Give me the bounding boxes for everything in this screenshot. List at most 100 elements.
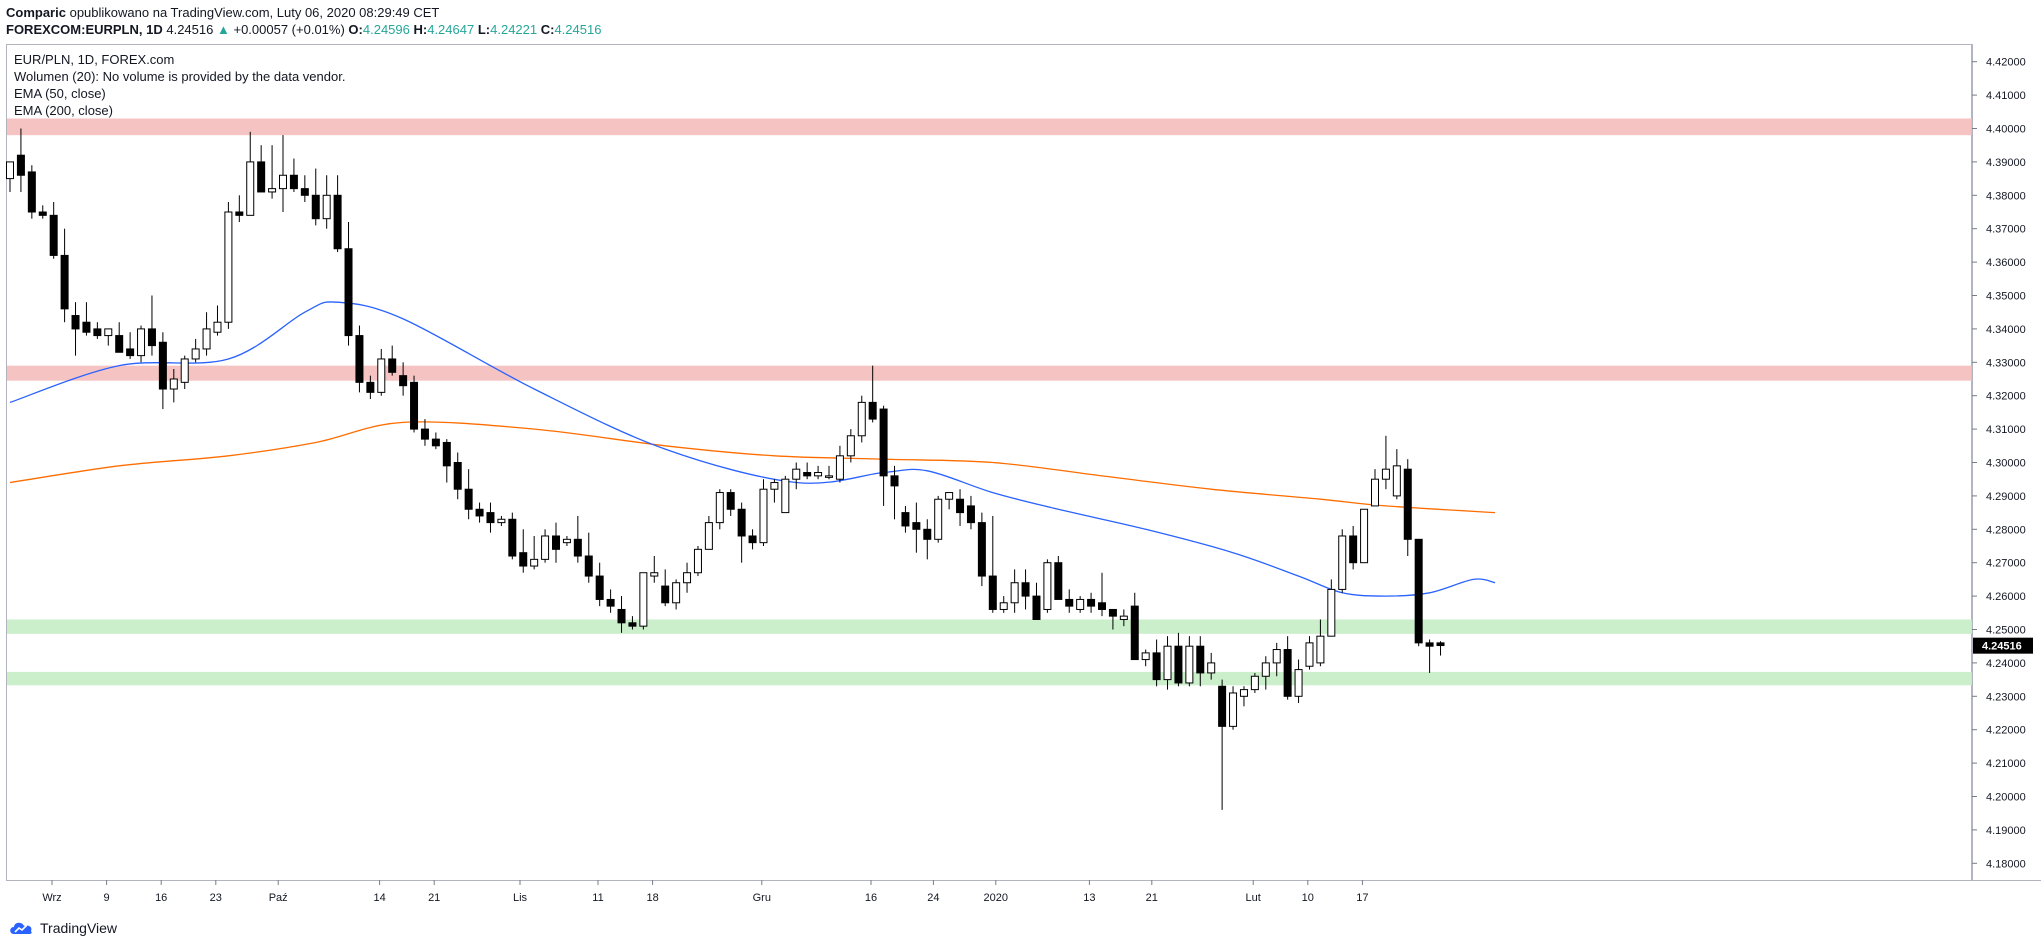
candle[interactable] (486, 502, 495, 533)
candle[interactable] (966, 495, 975, 530)
candle[interactable] (93, 322, 102, 339)
candle[interactable] (1065, 589, 1074, 613)
candle[interactable] (1305, 636, 1314, 670)
candle[interactable] (344, 222, 353, 346)
candle[interactable] (191, 338, 200, 363)
candle[interactable] (115, 322, 124, 353)
candle[interactable] (737, 502, 746, 563)
candle[interactable] (726, 489, 735, 516)
candle[interactable] (1010, 569, 1019, 613)
candle[interactable] (6, 161, 14, 192)
candle[interactable] (846, 429, 855, 463)
candle[interactable] (224, 201, 233, 329)
candle[interactable] (1098, 572, 1106, 617)
candle[interactable] (388, 345, 397, 376)
candle[interactable] (748, 529, 757, 550)
candle[interactable] (857, 395, 866, 443)
candle[interactable] (595, 562, 604, 607)
candle[interactable] (1349, 525, 1358, 570)
candle[interactable] (235, 195, 244, 223)
candle[interactable] (213, 305, 222, 336)
legend-volume[interactable]: Wolumen (20): No volume is provided by t… (14, 69, 346, 84)
candle[interactable] (300, 175, 309, 202)
candle[interactable] (1316, 619, 1325, 667)
candle[interactable] (1130, 592, 1139, 661)
candle[interactable] (628, 616, 637, 630)
candle[interactable] (508, 512, 517, 560)
candle[interactable] (1218, 679, 1227, 810)
author-name[interactable]: Comparic (6, 5, 66, 20)
candle[interactable] (1272, 642, 1281, 677)
candle[interactable] (1338, 529, 1347, 593)
candle[interactable] (410, 375, 419, 433)
candle[interactable] (1425, 639, 1434, 673)
candle[interactable] (366, 375, 375, 400)
candle[interactable] (562, 535, 571, 546)
candle[interactable] (82, 302, 91, 336)
candle[interactable] (541, 529, 550, 563)
candle[interactable] (661, 569, 670, 607)
candle[interactable] (519, 529, 528, 573)
candle[interactable] (704, 515, 713, 550)
candle[interactable] (617, 596, 626, 633)
candle[interactable] (137, 325, 146, 363)
candle[interactable] (639, 572, 648, 630)
candle[interactable] (552, 522, 560, 563)
candle[interactable] (693, 546, 702, 577)
candle[interactable] (672, 579, 681, 610)
candle[interactable] (1163, 636, 1172, 690)
candle[interactable] (890, 465, 899, 520)
candle[interactable] (759, 479, 768, 546)
candle[interactable] (1294, 659, 1303, 703)
candle[interactable] (715, 489, 724, 530)
candle[interactable] (453, 452, 462, 500)
candle[interactable] (1021, 569, 1030, 610)
candle[interactable] (1250, 672, 1259, 693)
candle[interactable] (912, 502, 921, 553)
candle[interactable] (60, 228, 69, 323)
candle[interactable] (803, 462, 812, 480)
candle[interactable] (1360, 508, 1369, 564)
candle[interactable] (530, 535, 539, 570)
candle[interactable] (431, 432, 440, 450)
candle[interactable] (377, 348, 386, 396)
candle[interactable] (257, 145, 266, 193)
candle[interactable] (1283, 636, 1292, 700)
candle[interactable] (169, 368, 178, 403)
candle[interactable] (158, 332, 167, 410)
legend-symbol[interactable]: EUR/PLN, 1D, FOREX.com (14, 52, 175, 67)
candle[interactable] (464, 469, 473, 520)
time-axis[interactable]: Wrz 9 16 23 Paź 14 21 Lis 11 18 Gru 16 24 2020 13 21 Lut… (42, 880, 1369, 904)
candle[interactable] (475, 502, 484, 523)
candle[interactable] (573, 515, 582, 563)
candle[interactable] (147, 295, 156, 356)
candle[interactable] (945, 492, 954, 510)
candle[interactable] (1043, 559, 1052, 613)
candle[interactable] (333, 175, 342, 253)
candle[interactable] (683, 562, 692, 593)
candle[interactable] (901, 505, 910, 533)
candle[interactable] (1239, 686, 1248, 707)
candle[interactable] (606, 589, 615, 613)
candle[interactable] (104, 328, 113, 346)
legend-ema50[interactable]: EMA (50, close) (14, 86, 106, 101)
candle[interactable] (977, 512, 986, 587)
candle[interactable] (279, 135, 287, 212)
candle[interactable] (1119, 609, 1128, 627)
candle[interactable] (180, 355, 189, 390)
candle[interactable] (420, 419, 429, 446)
candle[interactable] (1152, 639, 1161, 687)
candle[interactable] (879, 405, 888, 506)
candle[interactable] (1032, 582, 1041, 620)
candle[interactable] (1054, 556, 1063, 600)
candle[interactable] (355, 325, 364, 393)
candle[interactable] (584, 532, 593, 583)
candle[interactable] (1229, 686, 1238, 730)
candle[interactable] (442, 439, 451, 483)
candle[interactable] (1141, 649, 1150, 667)
candle[interactable] (1076, 596, 1085, 613)
candle[interactable] (956, 489, 965, 526)
candle[interactable] (71, 302, 80, 356)
candle[interactable] (1327, 579, 1336, 637)
